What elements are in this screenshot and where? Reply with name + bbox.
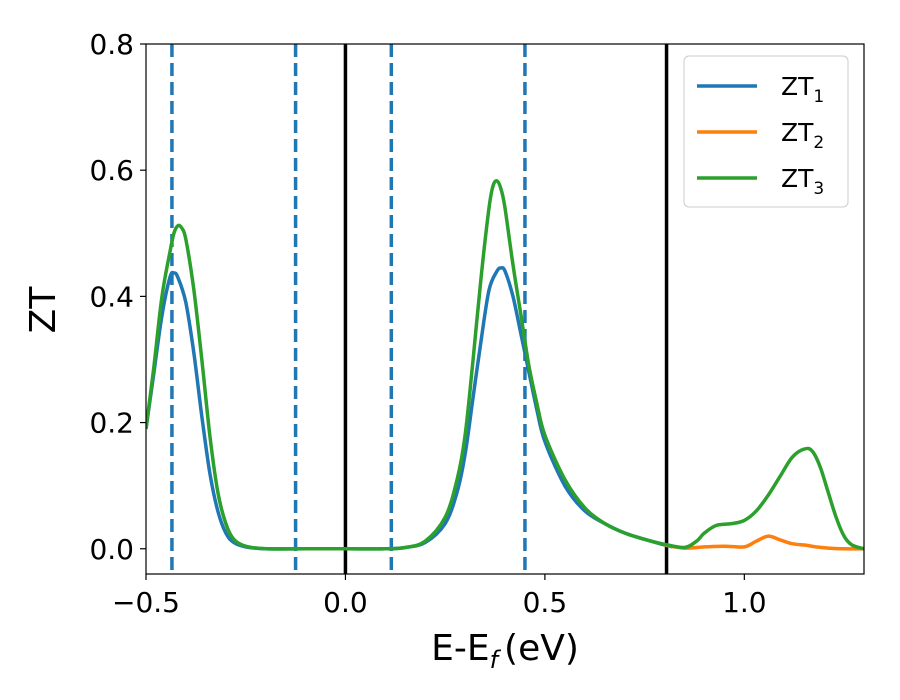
x-tick-label-0: −0.5 [112,586,180,619]
plot-frame [145,43,865,575]
series-line-zt3 [146,179,864,551]
legend-label-3: ZT3 [781,164,824,199]
y-tick-label-0: 0.0 [89,533,134,566]
legend-label-1: ZT1 [781,72,824,107]
x-tick-label-1: 0.0 [323,586,368,619]
legend-label-main: ZT [781,72,814,101]
axis-ticks: −0.5 0.0 0.5 1.0 0.0 0.2 0.4 0.6 0.8 [89,28,766,619]
y-tick-label-2: 0.4 [89,280,134,313]
legend-label-2: ZT2 [781,118,824,153]
y-tick-label-1: 0.2 [89,407,134,440]
legend-label-sub: 1 [813,87,824,107]
y-tick-label-4: 0.8 [89,28,134,61]
reference-lines [170,44,669,574]
series-line-zt1 [146,266,673,551]
series-lines [146,179,864,551]
legend-label-main: ZT [781,118,814,147]
x-tick-label-3: 1.0 [722,586,767,619]
legend-label-sub: 3 [813,179,824,199]
x-axis-label-main: E-E [431,628,489,669]
x-axis-label-sub: f [490,646,502,674]
legend-label-main: ZT [781,164,814,193]
y-tick-label-3: 0.6 [89,154,134,187]
legend-box [683,55,849,208]
x-axis-label: E-Ef (eV) [431,628,579,674]
x-axis-label-unit: (eV) [504,628,579,669]
series-line-zt2 [664,534,864,551]
x-tick-label-2: 0.5 [523,586,568,619]
legend-label-sub: 2 [813,133,824,153]
y-axis-label: ZT [23,286,64,334]
